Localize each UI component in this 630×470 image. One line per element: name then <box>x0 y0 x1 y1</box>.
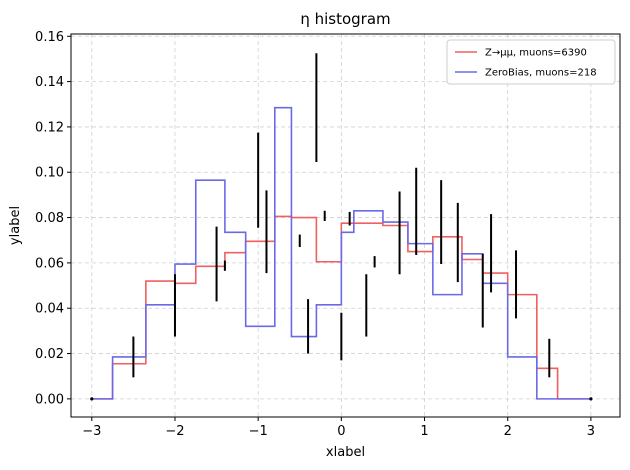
legend-label-zerobias: ZeroBias, muons=218 <box>485 68 597 79</box>
y-tick-label: 0.04 <box>35 302 64 317</box>
chart-title: η histogram <box>300 10 390 28</box>
y-tick-label: 0.12 <box>35 120 64 135</box>
plot-frame <box>70 33 621 418</box>
y-tick-label: 0.00 <box>35 392 64 407</box>
x-tick-label: −3 <box>82 424 101 439</box>
x-axis-ticks: −3 −2 −1 0 1 2 3 <box>82 417 595 439</box>
y-tick-label: 0.06 <box>35 256 64 271</box>
y-tick-label: 0.14 <box>35 75 64 90</box>
y-tick-label: 0.10 <box>35 166 64 181</box>
legend: Z→μμ, muons=6390 ZeroBias, muons=218 <box>446 39 616 85</box>
error-point <box>589 397 593 401</box>
error-point <box>90 397 94 401</box>
x-tick-label: −1 <box>249 424 268 439</box>
x-tick-label: 2 <box>504 424 512 439</box>
legend-box <box>446 39 616 85</box>
histogram-step-series-1 <box>91 106 591 400</box>
histogram-series <box>91 106 591 400</box>
x-tick-label: 0 <box>337 424 345 439</box>
legend-label-z-mumu: Z→μμ, muons=6390 <box>485 48 587 59</box>
x-tick-label: 1 <box>420 424 428 439</box>
y-axis-ticks: 0.00 0.02 0.04 0.06 0.08 0.10 0.12 0.14 0.16 <box>35 30 71 407</box>
y-tick-label: 0.02 <box>35 347 64 362</box>
y-tick-label: 0.08 <box>35 211 64 226</box>
x-axis-title: xlabel <box>326 445 365 460</box>
y-axis-title: ylabel <box>8 206 23 245</box>
x-tick-label: −2 <box>165 424 184 439</box>
y-tick-label: 0.16 <box>35 30 64 45</box>
x-tick-label: 3 <box>587 424 595 439</box>
error-bars <box>90 53 593 401</box>
